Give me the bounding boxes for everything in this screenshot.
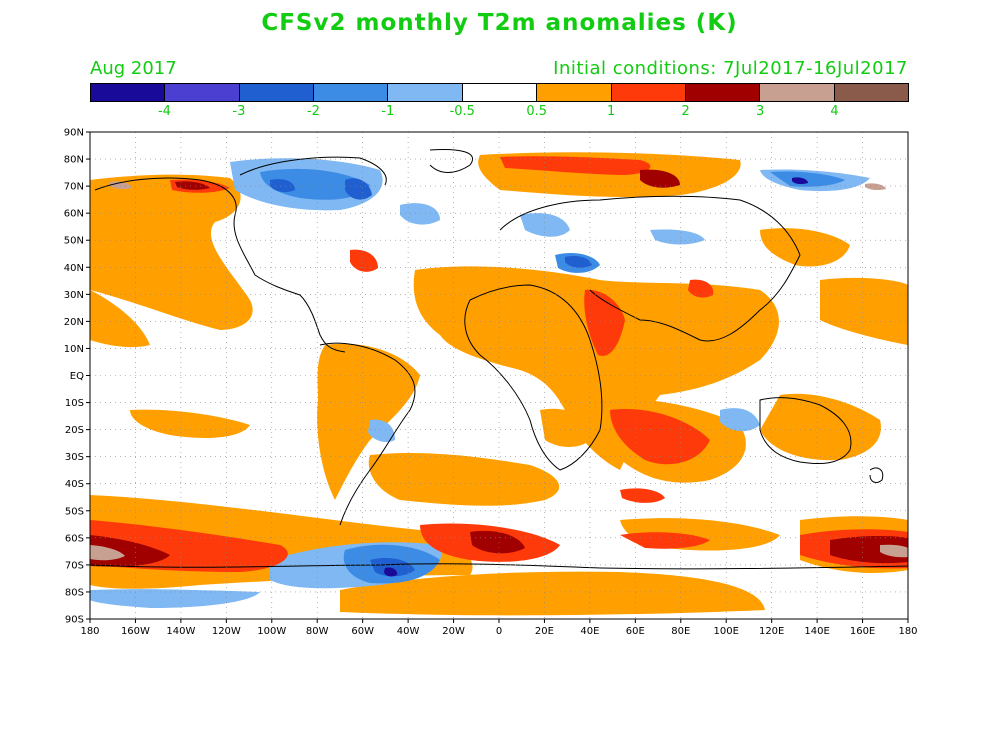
longitude-label: 180 (898, 626, 917, 637)
colorbar-tick-label: 2 (681, 104, 690, 119)
longitude-label: 180 (80, 626, 99, 637)
latitude-label: 40S (65, 479, 84, 490)
longitude-label: 60W (351, 626, 374, 637)
anomaly-fill-purple (384, 177, 808, 577)
longitude-label: 120W (212, 626, 241, 637)
latitude-label: 90N (64, 128, 84, 139)
longitude-label: 100E (714, 626, 739, 637)
latitude-label: 70S (65, 560, 84, 571)
colorbar-swatch (91, 84, 166, 101)
latitude-label: 10N (64, 344, 84, 355)
colorbar-swatch (611, 84, 686, 101)
colorbar-tick-label: -0.5 (449, 104, 475, 119)
anomaly-fill-lightbrown (90, 181, 908, 561)
colorbar-tick-label: -1 (381, 104, 395, 119)
anomaly-fill-darkred (90, 169, 908, 567)
colorbar-labels: -4 -3 -2 -1 -0.5 0.5 1 2 3 4 (90, 104, 909, 120)
colorbar-tick-label: -3 (232, 104, 246, 119)
colorbar-tick-label: -2 (306, 104, 320, 119)
colorbar-tick-label: -4 (157, 104, 171, 119)
anomaly-fields (90, 152, 908, 616)
longitude-label: 120E (759, 626, 784, 637)
colorbar-swatch (760, 84, 835, 101)
longitude-label: 80W (306, 626, 329, 637)
latitude-label: 10S (65, 398, 84, 409)
latitude-label: 80N (64, 155, 84, 166)
longitude-label: 20W (442, 626, 465, 637)
colorbar-swatch (685, 84, 761, 101)
colorbar-tick-label: 1 (607, 104, 616, 119)
longitude-label: 0 (496, 626, 502, 637)
longitude-label: 140E (804, 626, 829, 637)
colorbar-tick-label: 0.5 (526, 104, 548, 119)
latitude-label: EQ (70, 371, 84, 382)
colorbar-swatch (239, 84, 315, 101)
colorbar (90, 83, 909, 102)
longitude-label: 20E (535, 626, 554, 637)
latitude-label: 90S (65, 615, 84, 626)
colorbar-swatch (834, 84, 908, 101)
latitude-label: 30S (65, 452, 84, 463)
longitude-axis: 180 160W 140W 120W 100W 80W 60W 40W 20W 0 20E 40E 60… (80, 619, 918, 637)
longitude-label: 140W (166, 626, 195, 637)
colorbar-swatch (388, 84, 463, 101)
latitude-label: 80S (65, 587, 84, 598)
colorbar-swatch (165, 84, 240, 101)
initial-conditions: Initial conditions: 7Jul2017-16Jul2017 (553, 58, 908, 79)
longitude-label: 60E (626, 626, 645, 637)
latitude-label: 60S (65, 533, 84, 544)
latitude-label: 50N (64, 236, 84, 247)
coastlines (90, 149, 908, 570)
longitude-label: 40E (580, 626, 599, 637)
longitude-label: 160E (850, 626, 875, 637)
latitude-label: 60N (64, 209, 84, 220)
forecast-month: Aug 2017 (90, 58, 177, 79)
colorbar-tick-label: 4 (830, 104, 839, 119)
anomaly-fill-darkblue (270, 178, 592, 577)
latitude-label: 40N (64, 263, 84, 274)
latitude-label: 20N (64, 317, 84, 328)
longitude-label: 80E (671, 626, 690, 637)
longitude-label: 40W (397, 626, 420, 637)
latitude-label: 70N (64, 182, 84, 193)
latitude-label: 30N (64, 290, 84, 301)
latitude-label: 20S (65, 425, 84, 436)
colorbar-swatch (462, 84, 538, 101)
colorbar-swatch (537, 84, 612, 101)
longitude-label: 100W (257, 626, 286, 637)
latitude-axis: 90N 80N 70N 60N 50N 40N 30N 20N 10N EQ 10S 20S 30S 40… (64, 128, 90, 626)
graticule (90, 132, 908, 619)
colorbar-swatch (314, 84, 389, 101)
longitude-label: 160W (121, 626, 150, 637)
map-title: CFSv2 monthly T2m anomalies (K) (261, 10, 738, 36)
latitude-label: 50S (65, 506, 84, 517)
colorbar-tick-label: 3 (755, 104, 765, 119)
